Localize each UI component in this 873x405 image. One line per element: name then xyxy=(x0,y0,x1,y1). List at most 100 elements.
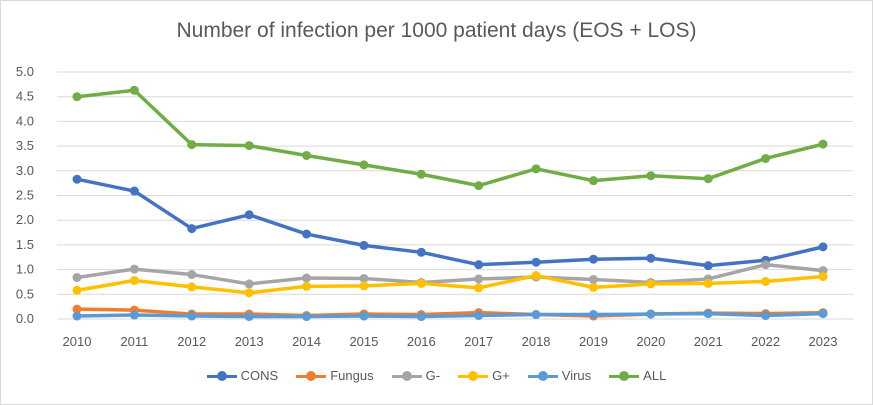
legend-label: Fungus xyxy=(330,368,374,383)
data-point xyxy=(703,309,713,319)
legend-label: G- xyxy=(425,368,441,383)
data-point xyxy=(588,282,598,292)
legend-swatch xyxy=(527,370,558,382)
data-point xyxy=(703,278,713,288)
data-point xyxy=(72,285,82,295)
y-tick-label: 4.5 xyxy=(16,89,34,104)
x-tick-label: 2011 xyxy=(120,334,148,349)
data-point xyxy=(646,171,656,181)
data-point xyxy=(531,271,541,281)
data-point xyxy=(359,311,369,321)
x-tick-label: 2023 xyxy=(809,334,838,349)
data-point xyxy=(588,310,598,320)
data-point xyxy=(646,309,656,319)
legend-item: G+ xyxy=(458,368,510,383)
y-tick-label: 3.0 xyxy=(16,163,34,178)
data-point xyxy=(588,254,598,264)
legend-swatch xyxy=(391,370,422,382)
data-point xyxy=(416,278,426,288)
data-point xyxy=(818,242,828,252)
legend-label: CONS xyxy=(240,368,279,383)
data-point xyxy=(302,150,312,160)
y-tick-label: 2.0 xyxy=(16,212,34,227)
data-point xyxy=(646,279,656,289)
data-point xyxy=(588,274,598,284)
data-point xyxy=(72,311,82,321)
data-point xyxy=(531,257,541,267)
data-point xyxy=(416,312,426,322)
data-point xyxy=(187,140,197,150)
legend-swatch xyxy=(296,370,327,382)
series-line-all xyxy=(75,88,825,188)
series-line-g- xyxy=(75,262,825,286)
data-point xyxy=(244,210,254,220)
y-tick-label: 3.5 xyxy=(16,138,34,153)
data-point xyxy=(646,253,656,263)
data-point xyxy=(416,247,426,257)
chart-legend: CONS Fungus G- G+ Virus ALL xyxy=(1,368,872,383)
x-tick-label: 2020 xyxy=(636,334,665,349)
y-tick-label: 0.0 xyxy=(16,311,34,326)
legend-item: ALL xyxy=(609,368,666,383)
data-point xyxy=(761,311,771,321)
y-tick-label: 4.0 xyxy=(16,113,34,128)
x-tick-label: 2015 xyxy=(349,334,378,349)
data-point xyxy=(474,260,484,270)
y-tick-label: 2.5 xyxy=(16,188,34,203)
legend-swatch xyxy=(609,370,640,382)
legend-swatch xyxy=(458,370,489,382)
series-line-g- xyxy=(75,273,825,295)
x-tick-label: 2013 xyxy=(235,334,264,349)
data-point xyxy=(244,141,254,151)
data-point xyxy=(416,169,426,179)
data-point xyxy=(129,186,139,196)
x-tick-label: 2014 xyxy=(292,334,321,349)
data-point xyxy=(72,273,82,283)
x-tick-label: 2021 xyxy=(694,334,723,349)
data-point xyxy=(703,174,713,184)
x-tick-label: 2016 xyxy=(407,334,436,349)
data-point xyxy=(302,312,312,322)
data-point xyxy=(244,288,254,298)
data-point xyxy=(474,311,484,321)
data-point xyxy=(588,176,598,186)
legend-swatch xyxy=(206,370,237,382)
legend-label: Virus xyxy=(561,368,592,383)
data-point xyxy=(244,312,254,322)
data-point xyxy=(302,229,312,239)
y-tick-label: 5.0 xyxy=(16,64,34,79)
legend-item: Virus xyxy=(527,368,592,383)
data-point xyxy=(359,160,369,170)
data-point xyxy=(761,153,771,163)
data-point xyxy=(129,275,139,285)
data-point xyxy=(531,310,541,320)
legend-label: G+ xyxy=(492,368,510,383)
data-point xyxy=(72,92,82,102)
data-point xyxy=(187,311,197,321)
x-tick-label: 2022 xyxy=(751,334,780,349)
data-point xyxy=(703,261,713,271)
x-tick-label: 2010 xyxy=(63,334,92,349)
data-point xyxy=(761,276,771,286)
chart-title: Number of infection per 1000 patient day… xyxy=(176,19,697,42)
data-point xyxy=(359,240,369,250)
data-point xyxy=(129,310,139,320)
data-point xyxy=(302,273,312,283)
x-tick-label: 2019 xyxy=(579,334,608,349)
data-point xyxy=(72,304,82,314)
data-point xyxy=(359,281,369,291)
legend-label: ALL xyxy=(643,368,667,383)
data-point xyxy=(72,174,82,184)
data-point xyxy=(359,273,369,283)
data-point xyxy=(818,139,828,149)
data-point xyxy=(531,164,541,174)
data-point xyxy=(187,224,197,234)
data-point xyxy=(187,282,197,292)
y-tick-label: 1.0 xyxy=(16,262,34,277)
legend-item: Fungus xyxy=(296,368,374,383)
data-point xyxy=(302,281,312,291)
series-line-cons xyxy=(75,177,825,268)
data-point xyxy=(474,283,484,293)
